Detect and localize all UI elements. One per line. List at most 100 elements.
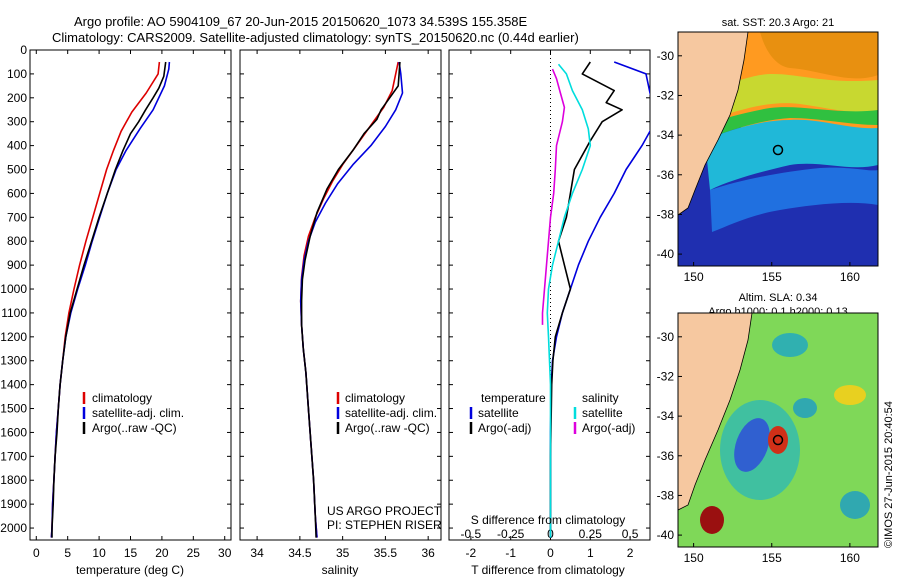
sst-map-title: sat. SST: 20.3 Argo: 21 — [722, 17, 835, 29]
map-x-tick-label: 155 — [762, 270, 782, 284]
legend-title-temperature: temperature — [481, 391, 546, 405]
map-x-tick-label: 160 — [840, 270, 860, 284]
x-tick-label: 34 — [250, 546, 264, 560]
x-tick-label: 20 — [155, 546, 169, 560]
temperature-series — [50, 61, 171, 538]
map-x-tick-label: 150 — [684, 551, 704, 565]
map-x-tick-label: 150 — [684, 270, 704, 284]
x-tick-label: 35 — [336, 546, 350, 560]
depth-tick-label: 0 — [20, 43, 27, 57]
x-top-tick-label: -0.5 — [461, 527, 482, 541]
sst-map-ticks: 150 155 160 -30 -32 -34 -36 -38 -40 — [657, 49, 861, 284]
map-y-tick-label: -34 — [657, 128, 675, 142]
difference-xlabel: T difference from climatology — [471, 563, 625, 577]
sst-map-image — [678, 32, 878, 266]
sla-map-title-1: Altim. SLA: 0.34 — [739, 292, 818, 304]
depth-axis: 0 100 200 300 400 500 600 700 800 900 1000 1100 1200… — [0, 43, 231, 535]
sst-map-panel: sat. SST: 20.3 Argo: 21 150 155 160 -30 -32 -… — [657, 17, 879, 284]
sst-argo-location-marker — [772, 144, 784, 156]
depth-tick-label: 1100 — [1, 306, 27, 320]
x-tick-label: 2 — [627, 546, 634, 560]
map-y-tick-label: -32 — [657, 369, 675, 383]
map-y-tick-label: -40 — [657, 247, 675, 261]
sla-blue-eddy — [734, 418, 770, 472]
sla-map-frame — [677, 312, 879, 548]
depth-tick-label: 300 — [7, 115, 27, 129]
sla-map-ticks: 150 155 160 -30 -32 -34 -36 -38 -40 — [657, 330, 861, 565]
legend-label-t-satellite: satellite — [478, 406, 519, 420]
x-tick-label: 1 — [587, 546, 594, 560]
temperature-legend: climatology satellite-adj. clim. Argo(..… — [82, 391, 184, 435]
difference-legend: temperature salinity satellite Argo(-adj… — [469, 391, 635, 435]
x-tick-label: 34.5 — [288, 546, 312, 560]
depth-tick-label: 100 — [7, 67, 27, 81]
x-tick-label: 35.5 — [374, 546, 398, 560]
series-line-s-satellite — [546, 63, 592, 538]
x-tick-label: 25 — [187, 546, 201, 560]
depth-tick-label: 400 — [7, 139, 27, 153]
legend-label-satellite: satellite-adj. clim. — [92, 406, 184, 420]
salinity-x-axis: 34 34.5 35 35.5 36 — [250, 50, 435, 560]
x-tick-label: 10 — [92, 546, 106, 560]
depth-tick-label: 1700 — [0, 449, 27, 463]
legend-label-climatology: climatology — [92, 391, 152, 405]
map-y-tick-label: -30 — [657, 330, 675, 344]
depth-tick-label: 800 — [7, 234, 27, 248]
x-tick-label: 36 — [421, 546, 435, 560]
sst-cyan-region — [705, 119, 878, 190]
depth-tick-label: 2000 — [0, 521, 27, 535]
x-top-tick-label: 0.5 — [622, 527, 639, 541]
sla-eddy-east — [793, 398, 817, 418]
sla-eddy-north — [772, 333, 808, 357]
x-tick-label: -1 — [505, 546, 516, 560]
temperature-x-axis: 0 5 10 15 20 25 30 — [33, 50, 232, 560]
depth-tick-label: 1300 — [0, 354, 27, 368]
legend-label-argo: Argo(..raw -QC) — [92, 421, 177, 435]
sla-land — [678, 313, 753, 511]
map-x-tick-label: 155 — [762, 551, 782, 565]
series-line-t-argo-adj- — [549, 61, 623, 538]
salinity-y-ticks — [240, 49, 441, 529]
map-y-tick-label: -32 — [657, 88, 675, 102]
temperature-xlabel: temperature (deg C) — [76, 563, 184, 577]
legend-title-salinity: salinity — [582, 391, 619, 405]
salinity-series — [299, 61, 404, 538]
x-tick-label: 30 — [218, 546, 232, 560]
legend-label-argo: Argo(..raw -QC) — [345, 421, 430, 435]
map-y-tick-label: -40 — [657, 528, 675, 542]
sst-map-frame — [677, 31, 879, 267]
legend-label-s-argo: Argo(-adj) — [582, 421, 635, 435]
map-y-tick-label: -30 — [657, 49, 675, 63]
sla-map-panel: Altim. SLA: 0.34 Argo h1000: 0.1 h2000: … — [657, 292, 879, 565]
depth-tick-label: 900 — [7, 258, 27, 272]
depth-tick-label: 1400 — [0, 378, 27, 392]
salinity-axes-frame — [239, 49, 442, 541]
legend-label-s-satellite: satellite — [582, 406, 623, 420]
difference-series — [541, 50, 650, 540]
legend-label-t-argo: Argo(-adj) — [478, 421, 531, 435]
map-y-tick-label: -34 — [657, 409, 675, 423]
depth-tick-label: 700 — [7, 210, 27, 224]
sla-red-eddy — [768, 426, 788, 454]
legend-label-satellite: satellite-adj. clim. — [345, 406, 437, 420]
depth-tick-label: 1200 — [0, 330, 27, 344]
temperature-panel: 0100200300400500600700800900100011001200… — [0, 43, 231, 577]
difference-axes-frame — [448, 49, 651, 541]
sst-green-band — [700, 107, 878, 140]
depth-tick-label: 1600 — [0, 425, 27, 439]
difference-y-ticks — [449, 49, 650, 529]
project-annotation-1: US ARGO PROJECT — [327, 504, 442, 518]
salinity-panel: 34 34.5 35 35.5 36 salinity climatology sate… — [239, 49, 442, 577]
x-top-tick-label: -0.25 — [497, 527, 525, 541]
series-line-argo-raw-qc- — [51, 61, 167, 538]
depth-tick-label: 1900 — [0, 497, 27, 511]
x-tick-label: -2 — [466, 546, 477, 560]
sst-yellow-band — [700, 73, 878, 118]
depth-tick-label: 1500 — [0, 402, 27, 416]
series-line-argo-raw-qc- — [300, 61, 401, 538]
sst-land — [678, 32, 749, 216]
map-y-tick-label: -36 — [657, 449, 675, 463]
sla-argo-location-marker — [772, 434, 784, 446]
legend-label-climatology: climatology — [345, 391, 405, 405]
